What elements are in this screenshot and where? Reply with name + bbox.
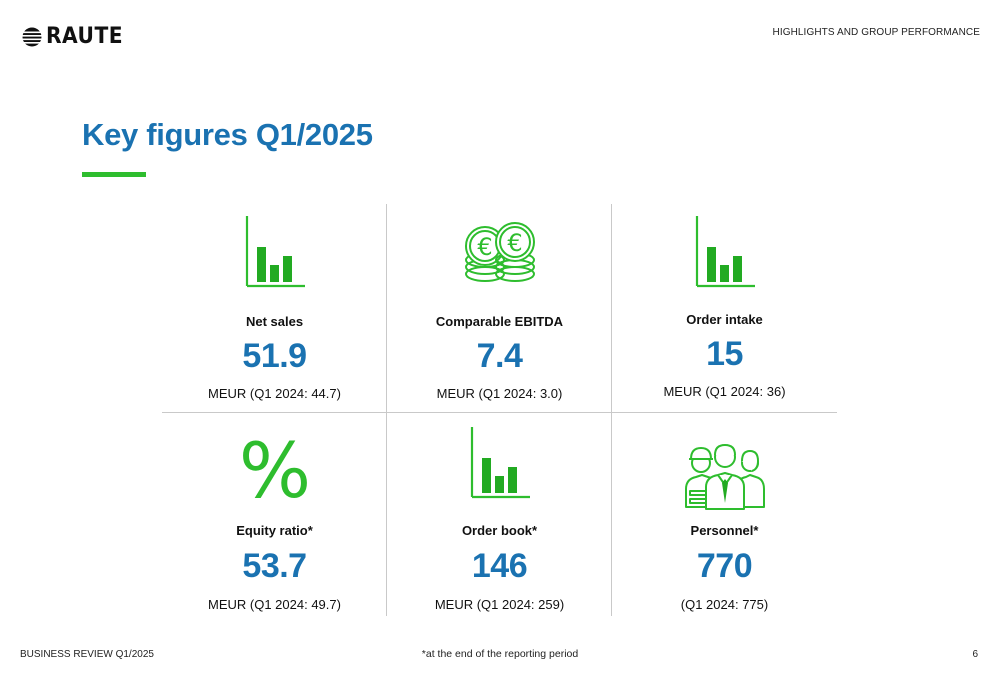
footnote: *at the end of the reporting period (421, 648, 579, 660)
figure-label: Order book* (461, 523, 538, 538)
raute-logo: RAUTE (22, 26, 130, 48)
figure-comparison: MEUR (Q1 2024: 259) (434, 597, 565, 612)
grid-divider-vertical-1 (386, 204, 387, 616)
percent-icon: % (242, 433, 308, 505)
personnel-icon (684, 444, 765, 510)
figure-order-book: Order book* 146 MEUR (Q1 2024: 259) (387, 413, 612, 617)
grid-divider-horizontal (162, 412, 837, 413)
figure-comparison: MEUR (Q1 2024: 44.7) (208, 386, 341, 401)
figure-personnel: Personnel* 770 (Q1 2024: 775) (612, 413, 837, 617)
section-label: HIGHLIGHTS AND GROUP PERFORMANCE (772, 27, 980, 38)
figure-comparable-ebitda: € € Comparable EBITDA 7.4 MEUR (Q1 2024:… (387, 204, 612, 408)
brand-name: RAUTE (46, 24, 124, 49)
key-figures-grid: Net sales 51.9 MEUR (Q1 2024: 44.7) € € … (162, 204, 837, 616)
figure-label: Order intake (686, 312, 763, 327)
footer-document-title: BUSINESS REVIEW Q1/2025 (20, 649, 154, 660)
page-number: 6 (972, 649, 978, 660)
euro-coins-icon: € € (464, 222, 535, 282)
figure-label: Comparable EBITDA (435, 314, 564, 329)
figure-comparison: MEUR (Q1 2024: 36) (663, 384, 786, 399)
bar-chart-icon (245, 216, 305, 288)
title-underline (82, 172, 146, 177)
figure-value: 7.4 (476, 337, 523, 375)
figure-value: 51.9 (242, 337, 307, 375)
figure-value: 770 (696, 547, 753, 585)
figure-comparison: (Q1 2024: 775) (680, 597, 769, 612)
figure-label: Equity ratio* (236, 523, 313, 538)
bar-chart-icon (695, 216, 755, 288)
page-title: Key figures Q1/2025 (82, 117, 373, 152)
svg-text:€: € (507, 229, 522, 257)
bar-chart-icon (470, 427, 530, 499)
svg-text:%: % (242, 433, 308, 505)
figure-value: 53.7 (242, 547, 307, 585)
figure-value: 15 (706, 335, 743, 373)
figure-comparison: MEUR (Q1 2024: 49.7) (208, 597, 341, 612)
raute-logo-icon (22, 27, 42, 47)
figure-comparison: MEUR (Q1 2024: 3.0) (436, 386, 563, 401)
grid-divider-vertical-2 (611, 204, 612, 616)
svg-text:€: € (477, 233, 492, 261)
figure-order-intake: Order intake 15 MEUR (Q1 2024: 36) (612, 204, 837, 408)
figure-value: 146 (471, 547, 528, 585)
figure-net-sales: Net sales 51.9 MEUR (Q1 2024: 44.7) (162, 204, 387, 408)
figure-equity-ratio: % Equity ratio* 53.7 MEUR (Q1 2024: 49.7… (162, 413, 387, 617)
figure-label: Net sales (245, 314, 304, 329)
figure-label: Personnel* (690, 523, 759, 538)
